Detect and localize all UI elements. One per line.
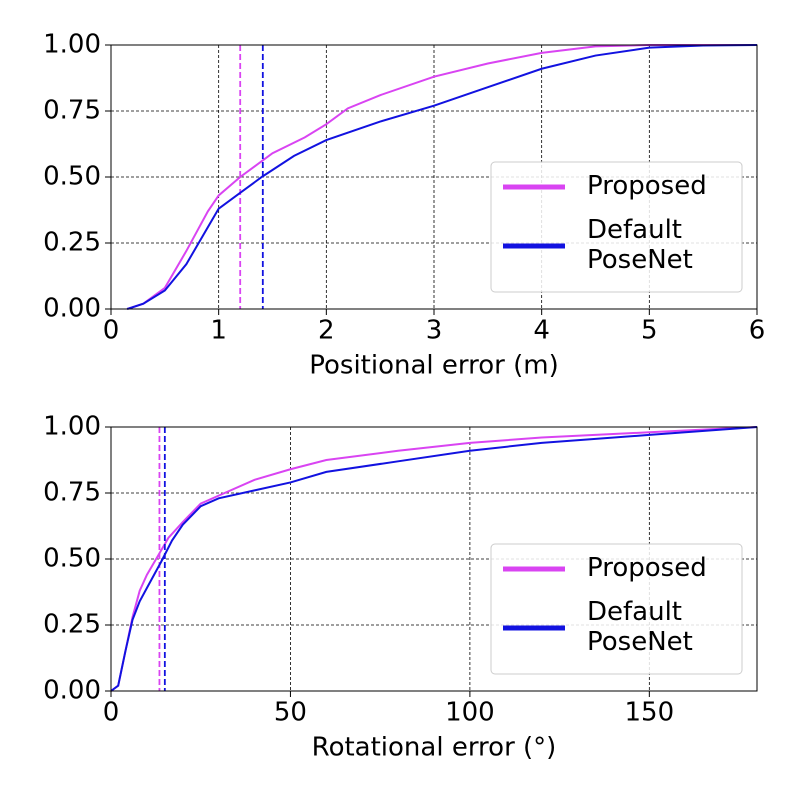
legend-entry: Proposed [587,171,707,201]
legend-entry: Default PoseNet [587,215,693,275]
legend-label: Proposed [587,553,707,583]
axes-frame [110,426,758,692]
y-tick-label: 0.75 [43,478,101,508]
legend-entry: Proposed [587,553,707,583]
legend-label: Default PoseNet [587,215,693,275]
y-tick-label: 0.25 [43,228,101,258]
y-tick-label: 0.00 [43,294,101,324]
legend-entry: Default PoseNet [587,597,693,657]
y-tick-label: 0.25 [43,610,101,640]
axes-frame [110,44,758,310]
y-tick-label: 0.00 [43,676,101,706]
x-tick-label: 4 [533,316,550,346]
legend-box [490,543,743,675]
legend-label: Default PoseNet [587,597,693,657]
y-tick-label: 0.50 [43,544,101,574]
x-tick-label: 6 [749,316,766,346]
plot: 0.00 0.25 0.50 0.75 1.00 0 1 2 3 4 5 6 Positional er… [43,30,765,381]
x-axis-label: Rotational error (°) [312,733,557,763]
y-tick-label: 0.50 [43,162,101,192]
legend-box [490,161,743,293]
x-tick-label: 2 [318,316,335,346]
x-tick-label: 50 [274,698,307,728]
x-tick-label: 150 [625,698,675,728]
x-tick-label: 100 [445,698,495,728]
legend-label: Proposed [587,171,707,201]
x-tick-label: 3 [426,316,443,346]
x-axis-label: Positional error (m) [309,351,558,381]
plot: 0.00 0.25 0.50 0.75 1.00 0 50 100 150 Rotational … [43,412,758,763]
x-tick-label: 0 [103,316,120,346]
y-tick-label: 1.00 [43,30,101,60]
y-tick-label: 1.00 [43,412,101,442]
y-tick-label: 0.75 [43,96,101,126]
x-tick-label: 5 [641,316,658,346]
x-tick-label: 1 [210,316,227,346]
cdf-line [126,44,758,310]
x-tick-label: 0 [103,698,120,728]
cdf-line [110,426,758,692]
cdf-line [126,44,757,310]
